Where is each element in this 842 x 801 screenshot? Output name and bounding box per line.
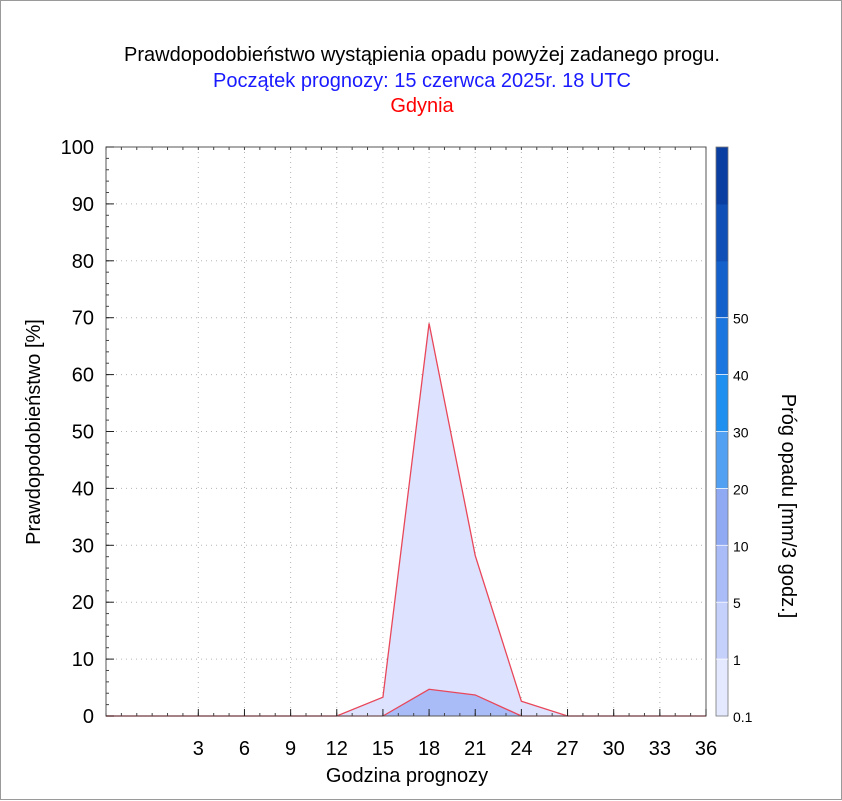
y-tick-label: 20 [72,592,94,614]
colorbar-tick-label: 0.1 [733,709,753,725]
colorbar-segment [716,204,728,261]
colorbar-segment [716,488,728,545]
colorbar-tick-label: 5 [733,595,741,611]
x-tick-label: 30 [603,738,625,760]
colorbar-segment [716,318,728,375]
colorbar-segment [716,432,728,489]
colorbar-segment [716,375,728,432]
y-tick-label: 10 [72,649,94,671]
colorbar-tick-label: 30 [733,425,749,441]
y-tick-label: 40 [72,478,94,500]
x-tick-label: 33 [649,738,671,760]
colorbar-tick-label: 50 [733,311,749,327]
colorbar-tick-label: 40 [733,368,749,384]
area-threshold-0.1 [106,323,706,716]
probability-areas [106,323,706,716]
x-tick-label: 6 [239,738,250,760]
x-tick-label: 9 [285,738,296,760]
colorbar-segment [716,147,728,204]
colorbar-tick-label: 20 [733,481,749,497]
y-tick-label: 60 [72,365,94,387]
x-tick-label: 12 [326,738,348,760]
colorbar-segment [716,545,728,602]
x-tick-label: 18 [418,738,440,760]
y-tick-label: 100 [61,137,94,159]
colorbar-segment [716,659,728,716]
x-tick-label: 36 [695,738,717,760]
y-tick-label: 90 [72,194,94,216]
colorbar-tick-label: 1 [733,652,741,668]
x-tick-label: 21 [464,738,486,760]
colorbar: 0.1 1 5 10 20 30 40 50 [716,147,753,725]
y-tick-label: 30 [72,535,94,557]
y-tick-label: 0 [83,706,94,728]
y-axis-label: Prawdopodobieństwo [%] [23,319,45,545]
y-tick-label: 80 [72,251,94,273]
colorbar-tick-label: 10 [733,538,749,554]
x-tick-label: 27 [556,738,578,760]
x-tick-label: 15 [372,738,394,760]
y-tick-label: 50 [72,422,94,444]
colorbar-segment [716,261,728,318]
y-tick-label: 70 [72,308,94,330]
x-axis-label: Godzina prognozy [326,765,488,787]
colorbar-segment [716,602,728,659]
x-tick-label: 3 [193,738,204,760]
colorbar-label: Próg opadu [mm/3 godz.] [777,394,799,619]
x-tick-label: 24 [510,738,532,760]
